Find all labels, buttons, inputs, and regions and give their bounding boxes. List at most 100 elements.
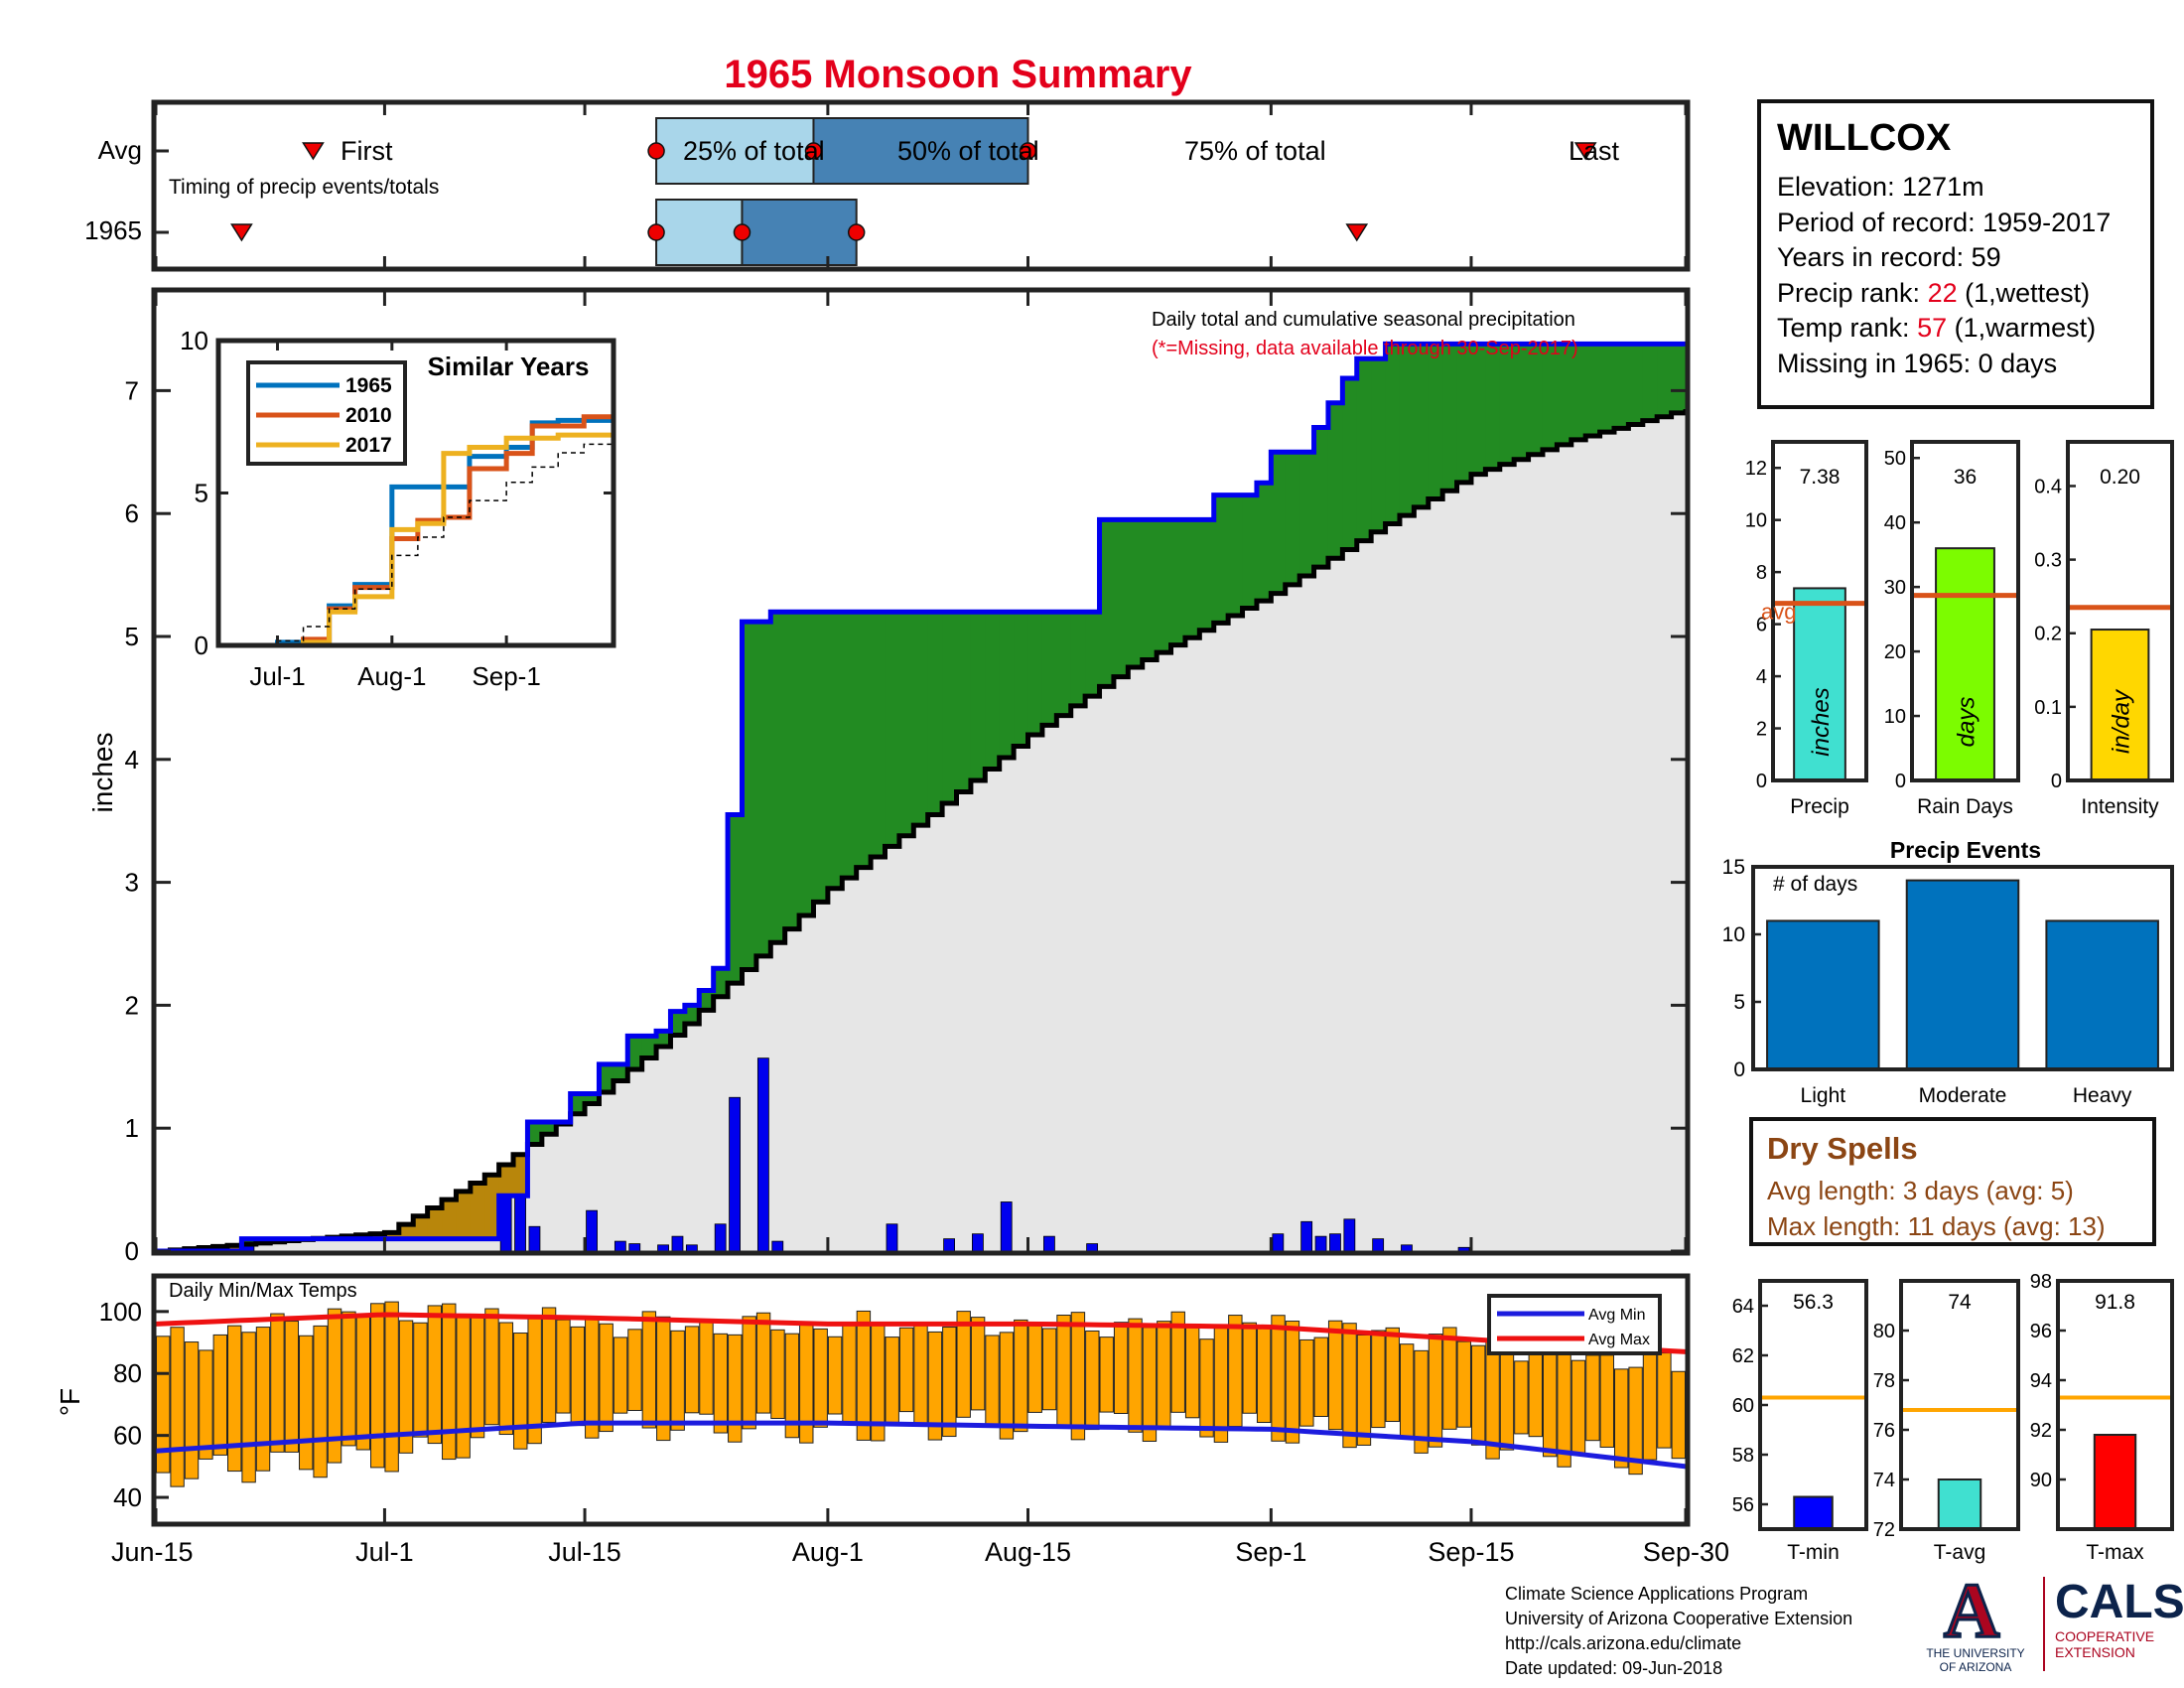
daily-temp-bar [1414,1349,1429,1454]
cals-logo-line2: EXTENSION [2055,1644,2135,1660]
daily-precip-bar [886,1223,898,1252]
stat-y-tick-label: 10 [1745,510,1767,532]
surplus-area-segment [1056,612,1072,716]
daily-temp-bar [713,1333,729,1434]
temp-rank-note: (1,warmest) [1947,313,2097,343]
surplus-area-segment [570,1093,586,1114]
daily-temp-bar [728,1334,743,1443]
daily-temp-bar [927,1331,943,1441]
daily-temp-bar [1385,1327,1400,1423]
timing-q75-label: 75% of total [1184,136,1326,166]
stat-y-tick-label: 40 [1884,512,1906,534]
stat-y-tick-label: 30 [1884,577,1906,599]
stat-bar-frame [1771,440,1868,782]
temp-stat-y-tick-label: 76 [1873,1420,1895,1442]
temp-legend-box [1487,1294,1662,1355]
event-triangle-marker [230,223,253,242]
university-of-arizona-logo: A THE UNIVERSITY OF ARIZONA [1916,1569,2035,1676]
daily-temp-bar [1528,1349,1543,1438]
timing-q25-label: 25% of total [683,136,825,166]
daily-temp-bar [1142,1327,1158,1442]
surplus-area-segment [1470,344,1486,475]
daily-temp-bar [613,1336,628,1414]
surplus-area-segment [1671,344,1687,413]
main-y-tick-label: 4 [125,745,139,774]
stat-y-tick-label: 6 [1756,615,1767,636]
station-elevation: Elevation: 1271m [1777,172,1984,202]
daily-temp-bar [241,1332,256,1483]
stat-value-label: 0.20 [2100,466,2140,489]
event-triangle-marker [1573,142,1597,161]
daily-precip-bar [771,1240,784,1252]
x-axis-tick-label: Aug-1 [792,1537,864,1567]
temp-stat-y-tick-label: 72 [1873,1519,1895,1541]
main-y-tick-label: 1 [125,1113,139,1143]
surplus-area-segment [742,622,757,970]
stat-bar-1 [1935,547,1995,782]
cals-logo: CALS COOPERATIVE EXTENSION [2055,1577,2184,1676]
surplus-area-segment [1213,494,1229,624]
surplus-area-segment [871,612,887,857]
temp-stat-y-tick-label: 56 [1732,1494,1754,1516]
surplus-area-segment [1271,452,1287,594]
precip-rank-label: Precip rank: [1777,277,1928,308]
credits-line2: University of Arizona Cooperative Extens… [1505,1609,1853,1628]
surplus-area-segment [1414,344,1430,507]
daily-temp-bar [699,1321,714,1415]
daily-temp-bar [1184,1325,1200,1419]
daily-temp-bar [442,1303,457,1461]
surplus-area-segment [713,968,729,997]
dry-spells-max-length: Max length: 11 days (avg: 13) [1767,1211,2106,1241]
surplus-area-segment [1313,427,1329,568]
daily-temp-bar [1041,1328,1057,1411]
stat-y-tick-label: 4 [1756,666,1767,688]
daily-temp-bar [1371,1330,1386,1429]
deficit-area-segment [470,1183,485,1239]
main-y-axis-label: inches [87,733,118,813]
temp-rank-label: Temp rank: [1777,313,1918,343]
daily-temp-bar [985,1335,1000,1426]
temp-stat-y-tick-label: 58 [1732,1445,1754,1467]
temp-stat-frame [1899,1279,2020,1531]
stat-y-tick-label: 2 [1756,719,1767,741]
temp-legend-avg-min: Avg Min [1588,1307,1646,1324]
surplus-area-segment [613,1063,628,1081]
quantile-marker [647,142,665,160]
surplus-area-segment [1157,519,1172,653]
daily-precip-bar [1000,1201,1013,1252]
surplus-area-segment [1514,344,1530,460]
surplus-area-segment [1113,519,1129,677]
avg-min-temp-line [155,1420,1687,1470]
main-y-tick-label: 7 [125,375,139,405]
deficit-area-segment [413,1215,429,1239]
temp-y-axis-label: °F [55,1388,85,1416]
daily-temp-bar [784,1333,800,1439]
temp-y-tick-label: 40 [113,1482,142,1512]
surplus-area-segment [1585,344,1601,437]
deficit-area-segment [442,1199,458,1239]
surplus-area-segment [1542,344,1558,450]
daily-temp-bar [1456,1340,1471,1428]
surplus-area-segment [1657,344,1673,417]
daily-temp-bar [1113,1322,1129,1414]
temp-stat-frame [1758,1279,1868,1531]
stat-bar-frame [1910,440,2020,782]
daily-temp-bar [656,1316,671,1442]
surplus-area-segment [1199,519,1215,631]
daily-precip-bar [1086,1243,1099,1252]
temp-y-tick-label: 60 [113,1421,142,1451]
daily-temp-bar [1085,1330,1100,1431]
surplus-area-segment [1299,452,1315,576]
surplus-area-segment [1499,344,1515,465]
daily-temp-bar [1428,1334,1443,1448]
daily-temp-bar [1056,1315,1071,1428]
daily-precip-bar [1372,1238,1385,1252]
daily-temp-bar [684,1326,700,1414]
station-name: WILLCOX [1777,117,1952,159]
daily-temp-bar [1228,1315,1243,1428]
daily-temp-bar [355,1315,371,1451]
daily-temp-bar [1514,1360,1529,1435]
station-years: Years in record: 59 [1777,242,2001,272]
deficit-area-segment [427,1207,443,1239]
surplus-area-segment [1327,402,1343,559]
